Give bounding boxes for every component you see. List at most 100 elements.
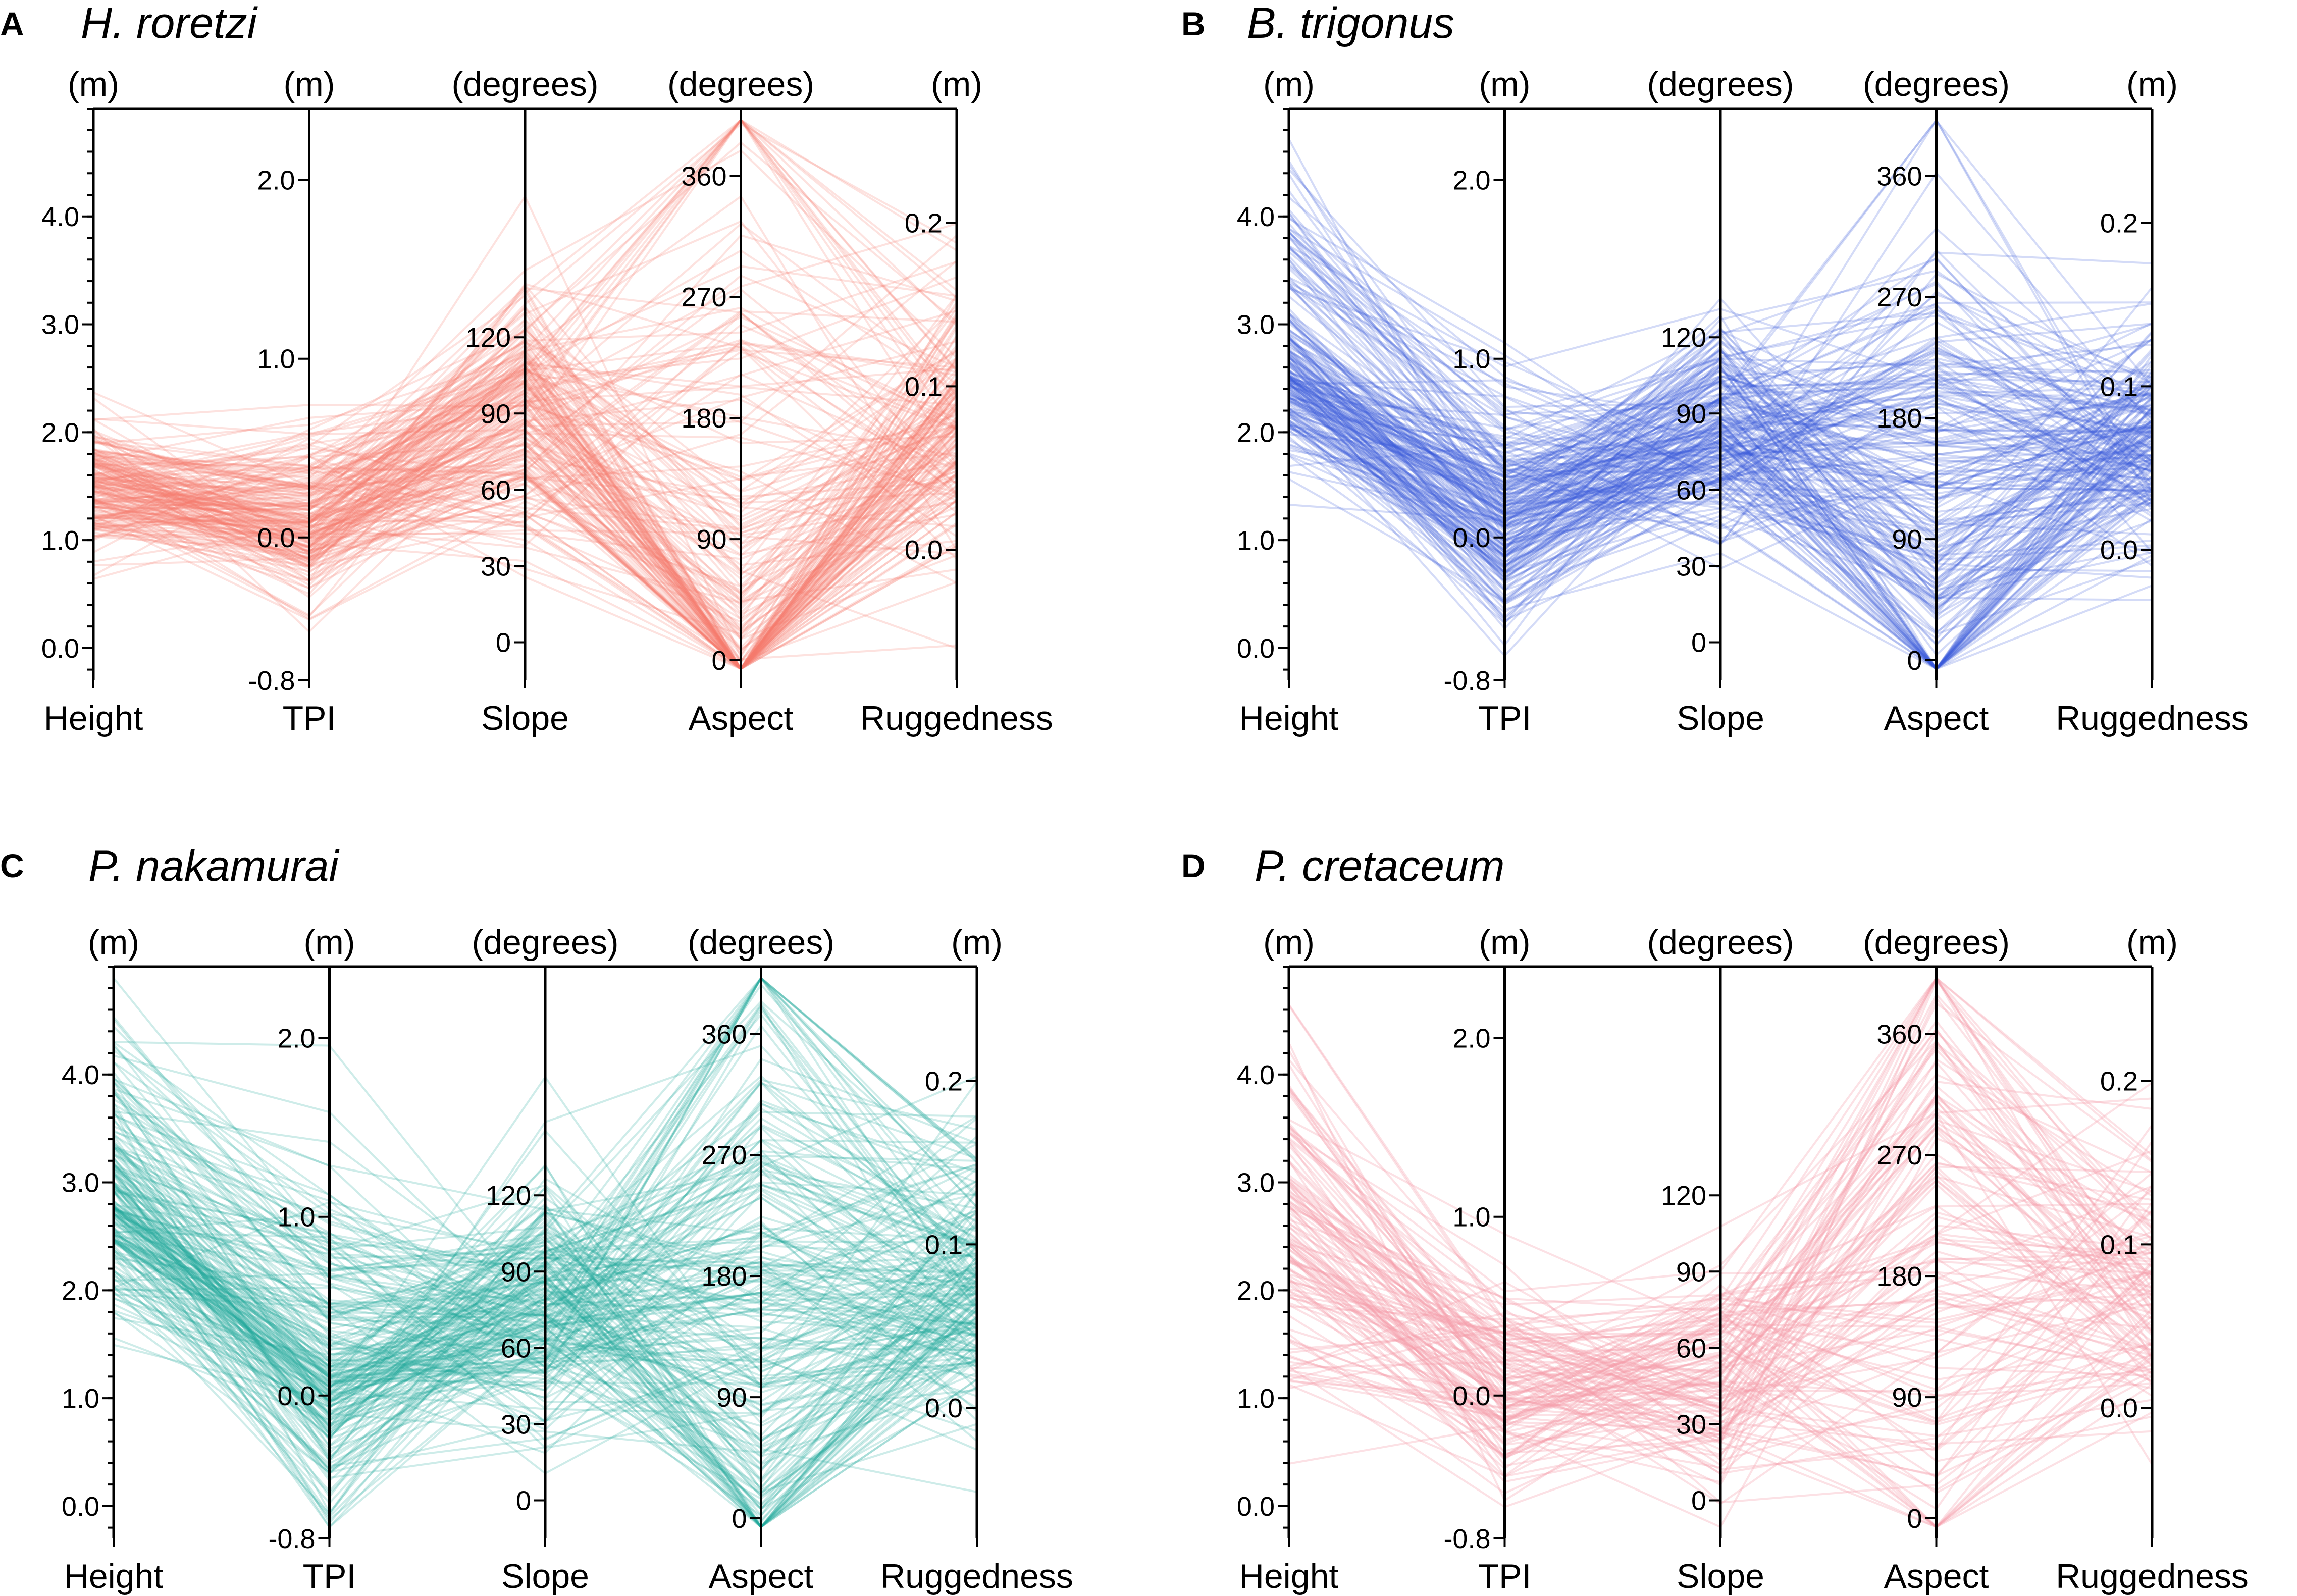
tick-label: 4.0	[1237, 1060, 1275, 1090]
tick-label: 4.0	[62, 1060, 99, 1090]
panel-title: H. roretzi	[81, 0, 258, 47]
axis-tpi: -0.8 0.0 1.0 2.0 (m) TPI	[1443, 65, 1531, 737]
tick-label: 30	[501, 1409, 531, 1440]
tick-label: -0.8	[248, 666, 295, 696]
tick-label: 3.0	[1237, 1168, 1275, 1198]
tick-label: 3.0	[62, 1168, 99, 1198]
tick-label: 2.0	[1237, 417, 1275, 448]
axis-name-label: Slope	[481, 699, 569, 737]
tick-label: 270	[1876, 282, 1922, 312]
axis-name-label: Ruggedness	[860, 699, 1053, 737]
tick-label: 0.0	[1237, 633, 1275, 664]
axis-unit-label: (degrees)	[1647, 923, 1794, 962]
panel-title: P. cretaceum	[1255, 842, 1505, 890]
axis-name-label: TPI	[303, 1557, 356, 1595]
tick-label: 90	[501, 1257, 531, 1287]
axis-aspect: 0 90 180 270 360 (degrees) Aspect	[688, 923, 834, 1595]
tick-label: 90	[481, 399, 511, 429]
tick-label: 0	[1907, 1504, 1922, 1534]
axis-tpi: -0.8 0.0 1.0 2.0 (m) TPI	[268, 923, 356, 1595]
panel-a: A H. roretzi 0.0 1.0 2.0 3.0 4.0 (m) Height -0.8 0…	[0, 0, 1053, 737]
panel-letter: B	[1181, 5, 1206, 42]
tick-label: 90	[1676, 399, 1706, 429]
panel-title: P. nakamurai	[88, 842, 340, 890]
tick-label: 4.0	[1237, 202, 1275, 232]
axis-ruggedness: 0.0 0.1 0.2 (m) Ruggedness	[2056, 65, 2249, 737]
tick-label: 0	[1691, 1485, 1706, 1516]
axis-unit-label: (degrees)	[1863, 923, 2010, 962]
tick-label: -0.8	[268, 1524, 315, 1554]
axis-height: 0.0 1.0 2.0 3.0 4.0 (m) Height	[1237, 65, 1338, 737]
axis-unit-label: (m)	[1263, 65, 1315, 103]
tick-label: 60	[501, 1333, 531, 1363]
tick-label: 2.0	[257, 166, 295, 196]
tick-label: 30	[481, 551, 511, 581]
tick-label: 1.0	[1452, 344, 1490, 375]
tick-label: 270	[1876, 1140, 1922, 1171]
tick-label: 180	[1876, 403, 1922, 434]
tick-label: 0.0	[2100, 1393, 2138, 1423]
tick-label: 60	[1676, 475, 1706, 505]
tick-label: 30	[1676, 551, 1706, 581]
axis-name-label: Aspect	[1884, 699, 1989, 737]
axis-unit-label: (m)	[951, 923, 1003, 962]
tick-label: 1.0	[1452, 1202, 1490, 1233]
tick-label: 0.1	[905, 371, 943, 402]
axis-tpi: -0.8 0.0 1.0 2.0 (m) TPI	[248, 65, 336, 737]
tick-label: 60	[481, 475, 511, 505]
tick-label: 0.1	[925, 1230, 963, 1260]
tick-label: 90	[1892, 1382, 1922, 1413]
axis-height: 0.0 1.0 2.0 3.0 4.0 (m) Height	[62, 923, 163, 1595]
tick-label: 120	[1661, 1181, 1706, 1211]
tick-label: 90	[1892, 524, 1922, 555]
tick-label: 2.0	[1452, 166, 1490, 196]
axis-name-label: Slope	[1677, 1557, 1764, 1595]
axis-tpi: -0.8 0.0 1.0 2.0 (m) TPI	[1443, 923, 1531, 1595]
tick-label: 1.0	[1237, 525, 1275, 556]
axis-name-label: Ruggedness	[880, 1557, 1073, 1595]
tick-label: 2.0	[62, 1275, 99, 1306]
tick-label: 270	[701, 1140, 747, 1171]
tick-label: 0.2	[905, 208, 943, 239]
tick-label: 0.0	[925, 1393, 963, 1423]
tick-label: 0.0	[2100, 535, 2138, 565]
panel-letter: D	[1181, 847, 1206, 884]
tick-label: 360	[1876, 161, 1922, 191]
tick-label: 0.1	[2100, 371, 2138, 402]
axis-unit-label: (degrees)	[1647, 65, 1794, 103]
panel-b: B B. trigonus 0.0 1.0 2.0 3.0 4.0 (m) Height -0.8…	[1181, 0, 2249, 737]
tick-label: 180	[1876, 1261, 1922, 1292]
tick-label: 0.1	[2100, 1230, 2138, 1260]
tick-label: 0.0	[257, 523, 295, 553]
axis-unit-label: (m)	[1263, 923, 1315, 962]
tick-label: 0	[711, 646, 726, 676]
tick-label: 0.0	[1237, 1492, 1275, 1522]
axis-ruggedness: 0.0 0.1 0.2 (m) Ruggedness	[880, 923, 1073, 1595]
tick-label: 3.0	[41, 310, 79, 340]
axis-unit-label: (m)	[2126, 923, 2178, 962]
tick-label: 360	[681, 161, 726, 191]
tick-label: 180	[681, 403, 726, 434]
axis-aspect: 0 90 180 270 360 (degrees) Aspect	[1863, 923, 2010, 1595]
axis-name-label: Aspect	[1884, 1557, 1989, 1595]
tick-label: 90	[716, 1382, 747, 1413]
tick-label: 2.0	[1237, 1275, 1275, 1306]
axis-unit-label: (m)	[1479, 65, 1531, 103]
tick-label: 0	[496, 627, 511, 658]
tick-label: 0	[732, 1504, 747, 1534]
tick-label: 0	[516, 1485, 531, 1516]
axis-unit-label: (degrees)	[667, 65, 814, 103]
axis-name-label: TPI	[1478, 1557, 1532, 1595]
panel-letter: A	[0, 5, 24, 42]
tick-label: 0	[1691, 627, 1706, 658]
tick-label: 90	[696, 524, 726, 555]
axis-name-label: Slope	[1677, 699, 1764, 737]
axis-ruggedness: 0.0 0.1 0.2 (m) Ruggedness	[860, 65, 1053, 737]
axis-name-label: Height	[44, 699, 143, 737]
axis-name-label: Aspect	[709, 1557, 814, 1595]
tick-label: -0.8	[1443, 1524, 1490, 1554]
tick-label: 1.0	[62, 1384, 99, 1414]
axis-aspect: 0 90 180 270 360 (degrees) Aspect	[1863, 65, 2010, 737]
axis-name-label: TPI	[283, 699, 336, 737]
axis-unit-label: (m)	[304, 923, 355, 962]
